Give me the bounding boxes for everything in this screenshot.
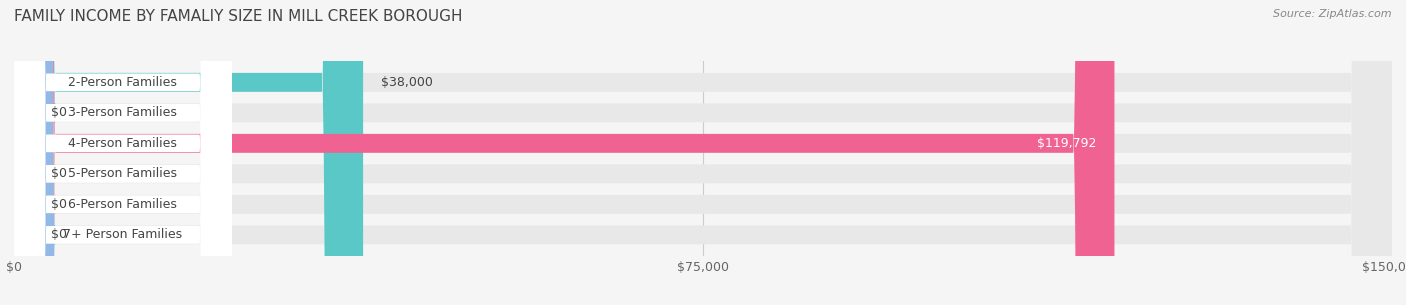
FancyBboxPatch shape: [14, 0, 232, 305]
FancyBboxPatch shape: [14, 0, 1115, 305]
Text: $0: $0: [51, 167, 67, 180]
FancyBboxPatch shape: [14, 0, 232, 305]
Text: $0: $0: [51, 106, 67, 119]
FancyBboxPatch shape: [14, 0, 1392, 305]
Text: 7+ Person Families: 7+ Person Families: [63, 228, 183, 241]
FancyBboxPatch shape: [14, 0, 1392, 305]
FancyBboxPatch shape: [0, 0, 55, 305]
Text: 4-Person Families: 4-Person Families: [69, 137, 177, 150]
Text: 3-Person Families: 3-Person Families: [69, 106, 177, 119]
FancyBboxPatch shape: [14, 0, 1392, 305]
FancyBboxPatch shape: [14, 0, 232, 305]
FancyBboxPatch shape: [14, 0, 1392, 305]
FancyBboxPatch shape: [14, 0, 232, 305]
FancyBboxPatch shape: [14, 0, 1392, 305]
FancyBboxPatch shape: [14, 0, 363, 305]
Text: $38,000: $38,000: [381, 76, 433, 89]
Text: $0: $0: [51, 198, 67, 211]
Text: 2-Person Families: 2-Person Families: [69, 76, 177, 89]
Text: 5-Person Families: 5-Person Families: [69, 167, 177, 180]
FancyBboxPatch shape: [14, 0, 232, 305]
FancyBboxPatch shape: [14, 0, 232, 305]
Text: $119,792: $119,792: [1036, 137, 1097, 150]
Text: Source: ZipAtlas.com: Source: ZipAtlas.com: [1274, 9, 1392, 19]
Text: 6-Person Families: 6-Person Families: [69, 198, 177, 211]
Text: FAMILY INCOME BY FAMALIY SIZE IN MILL CREEK BOROUGH: FAMILY INCOME BY FAMALIY SIZE IN MILL CR…: [14, 9, 463, 24]
FancyBboxPatch shape: [14, 0, 1392, 305]
FancyBboxPatch shape: [0, 0, 55, 305]
Text: $0: $0: [51, 228, 67, 241]
FancyBboxPatch shape: [0, 0, 55, 305]
FancyBboxPatch shape: [0, 0, 55, 305]
